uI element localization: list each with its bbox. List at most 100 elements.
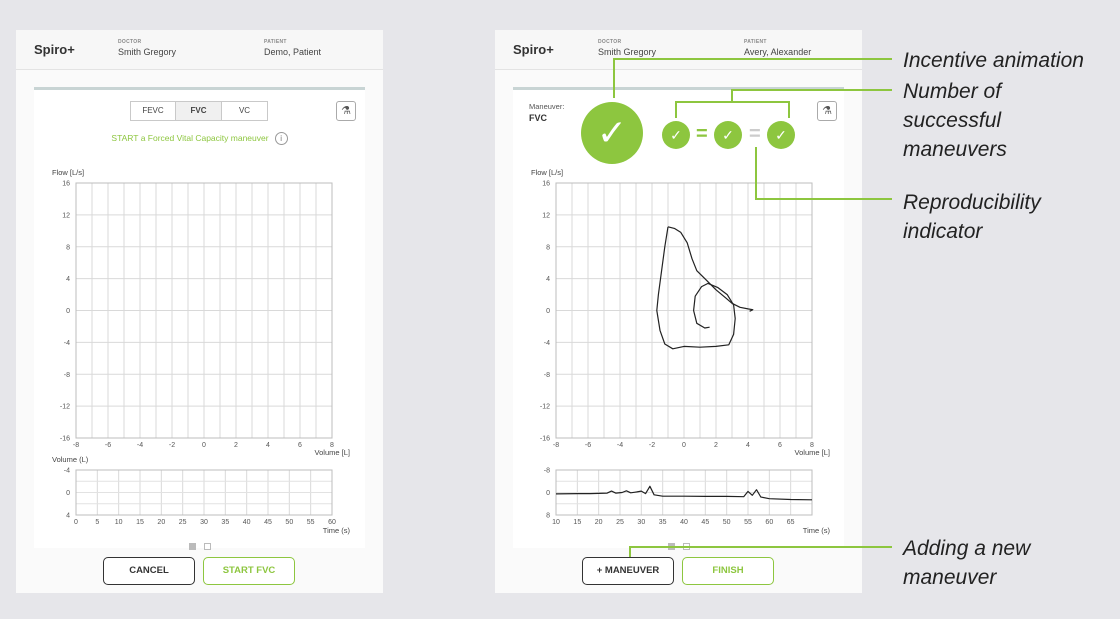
y-tick-label: -4 bbox=[64, 468, 70, 475]
reproducible-equals-icon: = bbox=[696, 123, 708, 145]
y-tick-label: 0 bbox=[546, 490, 550, 497]
finish-button[interactable]: FINISH bbox=[682, 557, 774, 585]
page-dot-active[interactable] bbox=[188, 543, 196, 550]
x-tick-label: 2 bbox=[714, 442, 718, 449]
measurement-card: Maneuver: FVC ✓ ✓ = ✓ = ✓ ⚗ -8 -6 -4 -2 0 2 4 6… bbox=[513, 87, 844, 550]
x-tick-label: -2 bbox=[649, 442, 655, 449]
x-axis-label: Volume [L] bbox=[795, 448, 830, 457]
x-axis-label: Time (s) bbox=[323, 526, 351, 535]
y-tick-label: 16 bbox=[62, 181, 70, 188]
plot-frame bbox=[75, 182, 333, 439]
annotation-successful: Number of successful maneuvers bbox=[903, 77, 1007, 164]
reproducibility-equals-icon: = bbox=[749, 123, 761, 145]
annotation-text: Number of bbox=[903, 80, 1002, 103]
page-dot[interactable] bbox=[203, 543, 211, 550]
tab-vc[interactable]: VC bbox=[222, 102, 267, 120]
y-tick-label: 12 bbox=[62, 212, 70, 219]
plot-frame bbox=[555, 182, 813, 439]
y-tick-label: 0 bbox=[66, 308, 70, 315]
y-tick-label: 4 bbox=[66, 276, 70, 283]
x-tick-label: 45 bbox=[264, 519, 272, 526]
y-tick-label: 12 bbox=[542, 212, 550, 219]
app-header: Spiro+ DOCTOR Smith Gregory PATIENT Aver… bbox=[495, 30, 862, 70]
successful-leader-line bbox=[731, 89, 892, 102]
patient-label: PATIENT bbox=[264, 39, 287, 45]
x-tick-label: 10 bbox=[115, 519, 123, 526]
adding-leader-line bbox=[629, 546, 892, 557]
x-tick-label: 45 bbox=[701, 519, 709, 526]
x-tick-label: 15 bbox=[136, 519, 144, 526]
y-tick-label: 16 bbox=[542, 181, 550, 188]
incentive-mode-icon[interactable]: ⚗ bbox=[817, 101, 837, 121]
x-tick-label: 20 bbox=[157, 519, 165, 526]
x-tick-label: 10 bbox=[552, 519, 560, 526]
x-tick-label: -8 bbox=[73, 442, 79, 449]
x-tick-label: -6 bbox=[105, 442, 111, 449]
x-tick-label: 20 bbox=[595, 519, 603, 526]
x-tick-label: 8 bbox=[810, 442, 814, 449]
info-icon[interactable]: i bbox=[274, 132, 288, 145]
x-tick-label: 8 bbox=[330, 442, 334, 449]
y-tick-label: 4 bbox=[546, 276, 550, 283]
instruction-label: START a Forced Vital Capacity maneuver bbox=[111, 132, 269, 143]
screen-start-fvc: Spiro+ DOCTOR Smith Gregory PATIENT Demo… bbox=[16, 30, 383, 593]
y-tick-label: -8 bbox=[544, 468, 550, 475]
annotation-text: maneuvers bbox=[903, 138, 1007, 161]
x-tick-label: 25 bbox=[616, 519, 624, 526]
doctor-info: DOCTOR Smith Gregory bbox=[118, 39, 176, 57]
data-series-line bbox=[555, 485, 813, 501]
incentive-check-icon: ✓ bbox=[581, 102, 643, 164]
app-logo: Spiro+ bbox=[34, 42, 75, 57]
y-tick-label: -8 bbox=[64, 372, 70, 379]
x-tick-label: -4 bbox=[617, 442, 623, 449]
maneuver-type-selector: FEVC FVC VC bbox=[130, 101, 268, 121]
x-tick-label: 6 bbox=[298, 442, 302, 449]
cancel-button[interactable]: CANCEL bbox=[103, 557, 195, 585]
tab-fvc[interactable]: FVC bbox=[176, 102, 222, 120]
x-tick-label: -4 bbox=[137, 442, 143, 449]
x-tick-label: 0 bbox=[682, 442, 686, 449]
y-axis-label: Flow [L/s] bbox=[531, 168, 563, 177]
y-tick-label: 4 bbox=[66, 513, 70, 520]
annotation-text: Adding a new bbox=[903, 537, 1031, 560]
doctor-info: DOCTOR Smith Gregory bbox=[598, 39, 656, 57]
start-fvc-button[interactable]: START FVC bbox=[203, 557, 295, 585]
doctor-name: Smith Gregory bbox=[598, 47, 657, 57]
patient-info: PATIENT Demo, Patient bbox=[264, 39, 321, 57]
x-tick-label: 15 bbox=[573, 519, 581, 526]
y-tick-label: 8 bbox=[546, 513, 550, 520]
x-axis-label: Time (s) bbox=[803, 526, 831, 535]
annotation-adding: Adding a new maneuver bbox=[903, 534, 1030, 592]
tab-fevc[interactable]: FEVC bbox=[131, 102, 176, 120]
instruction-text: START a Forced Vital Capacity maneuver i bbox=[34, 132, 365, 145]
y-tick-label: 0 bbox=[546, 308, 550, 315]
data-series-line bbox=[656, 226, 736, 350]
app-header: Spiro+ DOCTOR Smith Gregory PATIENT Demo… bbox=[16, 30, 383, 70]
x-tick-label: 30 bbox=[637, 519, 645, 526]
incentive-mode-icon[interactable]: ⚗ bbox=[336, 101, 356, 121]
maneuver-label: Maneuver: bbox=[529, 102, 565, 111]
y-tick-label: -16 bbox=[60, 436, 70, 443]
add-maneuver-button[interactable]: + MANEUVER bbox=[582, 557, 674, 585]
incentive-leader-line bbox=[613, 58, 892, 98]
x-tick-label: -6 bbox=[585, 442, 591, 449]
x-tick-label: 40 bbox=[680, 519, 688, 526]
x-tick-label: 40 bbox=[243, 519, 251, 526]
x-tick-label: 55 bbox=[307, 519, 315, 526]
annotation-text: indicator bbox=[903, 220, 983, 243]
y-tick-label: 0 bbox=[66, 490, 70, 497]
y-axis-label: Volume (L) bbox=[52, 455, 89, 464]
y-tick-label: -8 bbox=[544, 372, 550, 379]
doctor-name: Smith Gregory bbox=[118, 47, 177, 57]
plot-frame bbox=[555, 469, 813, 516]
page-indicator bbox=[34, 537, 365, 555]
reproducibility-leader-line bbox=[755, 147, 892, 200]
x-axis-label: Volume [L] bbox=[315, 448, 350, 457]
x-tick-label: 0 bbox=[74, 519, 78, 526]
x-tick-label: 4 bbox=[746, 442, 750, 449]
measurement-card: FEVC FVC VC ⚗ START a Forced Vital Capac… bbox=[34, 87, 365, 550]
x-tick-label: 0 bbox=[202, 442, 206, 449]
plot-frame bbox=[75, 469, 333, 516]
